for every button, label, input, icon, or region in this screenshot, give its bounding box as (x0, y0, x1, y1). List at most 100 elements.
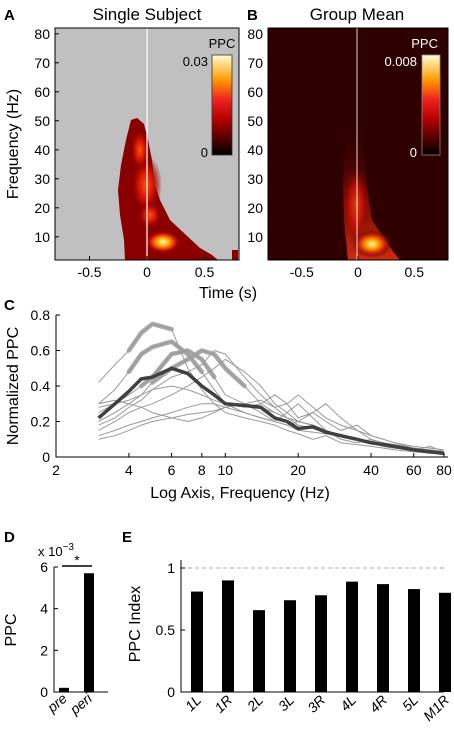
subject-line (98, 399, 445, 453)
x-tick-label: 0.5 (195, 264, 215, 280)
x-tick-label: 20 (290, 462, 306, 478)
panel-b-colorbar-label: PPC (411, 36, 438, 51)
subject-line (98, 394, 445, 451)
panel-c-y-ticks: 0 0.2 0.4 0.6 0.8 (31, 307, 60, 465)
subject-line (98, 403, 445, 453)
x-tick-label: 3L (275, 692, 297, 714)
y-tick-label: 0.4 (31, 378, 51, 394)
y-tick-label: 50 (247, 113, 263, 129)
panel-a-colorbar-label: PPC (209, 36, 236, 51)
bar-M1R (439, 592, 451, 692)
panel-c-x-label: Log Axis, Frequency (Hz) (150, 485, 330, 502)
x-tick-label: 4R (366, 692, 390, 716)
panel-b-title: Group Mean (310, 5, 405, 24)
y-tick-label: 40 (34, 142, 50, 158)
panel-a-colorbar-max: 0.03 (183, 54, 208, 69)
x-tick-label: 0.5 (405, 264, 425, 280)
x-tick-label: peri (66, 689, 96, 717)
mean-line (97, 366, 445, 456)
y-tick-label: 30 (34, 171, 50, 187)
panel-d-axes (53, 567, 108, 693)
x-tick-label: 4L (337, 692, 359, 714)
subject-line (98, 349, 445, 454)
y-tick-label: 1 (167, 560, 175, 576)
y-tick-label: 10 (247, 229, 263, 245)
x-tick-label: 80 (436, 462, 452, 478)
panel-d-scale-label: x 10−3 (38, 542, 74, 559)
subject-line (98, 323, 444, 454)
x-tick-label: 40 (363, 462, 379, 478)
y-tick-label: 0 (167, 684, 175, 700)
bar-1L (191, 591, 203, 692)
panel-label-e: E (122, 529, 132, 546)
subject-line (98, 349, 445, 454)
y-tick-label: 80 (247, 26, 263, 42)
x-tick-label: 1L (182, 692, 204, 714)
x-tick-label: 3R (304, 692, 328, 716)
subject-line (98, 349, 445, 454)
x-tick-label: -0.5 (77, 264, 101, 280)
y-tick-label: 80 (34, 26, 50, 42)
bar-peri (84, 573, 94, 692)
x-tick-label: 1R (211, 692, 235, 716)
bar-4R (377, 584, 389, 692)
x-tick-label: 5L (399, 692, 421, 714)
panel-c-line-chart: 0 0.2 0.4 0.6 0.8 2 4 6 8 10 20 40 60 80 Normalized … (5, 307, 452, 502)
y-tick-label: 70 (247, 55, 263, 71)
time-x-label: Time (s) (199, 285, 257, 302)
x-tick-label: 10 (217, 462, 233, 478)
panel-a-x-ticks: -0.5 0 0.5 (77, 256, 214, 280)
bar-3R (315, 595, 327, 692)
panel-b-colorbar-min: 0 (410, 145, 417, 160)
bar-5L (408, 589, 420, 692)
panel-a-heatmap: Single Subject PPC 0.03 0 10 20 30 40 50 60 70… (5, 5, 240, 280)
y-tick-label: 0 (40, 684, 48, 700)
y-tick-label: 30 (247, 171, 263, 187)
x-tick-label: -0.5 (290, 264, 314, 280)
panel-a-y-ticks: 10 20 30 40 50 60 70 80 (34, 26, 59, 245)
panel-e-y-label: PPC Index (127, 586, 144, 662)
y-tick-label: 0.5 (156, 622, 176, 638)
panel-label-b: B (247, 7, 258, 24)
panel-a-y-label: Frequency (Hz) (5, 89, 22, 199)
panel-a-blob (118, 118, 238, 260)
y-tick-label: 6 (40, 559, 48, 575)
x-tick-label: 0 (143, 264, 151, 280)
x-tick-label: 8 (198, 462, 206, 478)
y-tick-label: 0.8 (31, 307, 51, 323)
y-tick-label: 20 (34, 200, 50, 216)
panel-a-title: Single Subject (93, 5, 202, 24)
bar-2L (253, 610, 265, 692)
bar-1R (222, 580, 234, 692)
bar-3L (284, 600, 296, 692)
bar-pre (59, 687, 69, 692)
x-tick-label: 60 (406, 462, 422, 478)
y-tick-label: 20 (247, 200, 263, 216)
y-tick-label: 0 (42, 449, 50, 465)
panel-e-axes (180, 560, 444, 693)
x-tick-label: 2L (243, 692, 266, 715)
x-tick-label: 0 (354, 264, 362, 280)
panel-label-c: C (4, 297, 15, 314)
y-tick-label: 2 (40, 642, 48, 658)
panel-d-y-label: PPC (3, 614, 20, 647)
y-tick-label: 10 (34, 229, 50, 245)
panel-a-colorbar (211, 54, 233, 156)
panel-c-y-label: Normalized PPC (5, 327, 22, 445)
panel-b-y-ticks: 10 20 30 40 50 60 70 80 (247, 26, 272, 245)
y-tick-label: 70 (34, 55, 50, 71)
panel-c-series (97, 321, 445, 456)
y-tick-label: 60 (34, 84, 50, 100)
panel-b-blob (268, 28, 448, 260)
x-tick-label: 4 (125, 462, 133, 478)
x-tick-label: M1R (420, 692, 452, 724)
y-tick-label: 0.6 (31, 343, 51, 359)
panel-b-colorbar-max: 0.008 (384, 54, 417, 69)
y-tick-label: 0.2 (31, 414, 51, 430)
panel-label-d: D (4, 529, 15, 546)
panel-b-colorbar (421, 54, 441, 156)
